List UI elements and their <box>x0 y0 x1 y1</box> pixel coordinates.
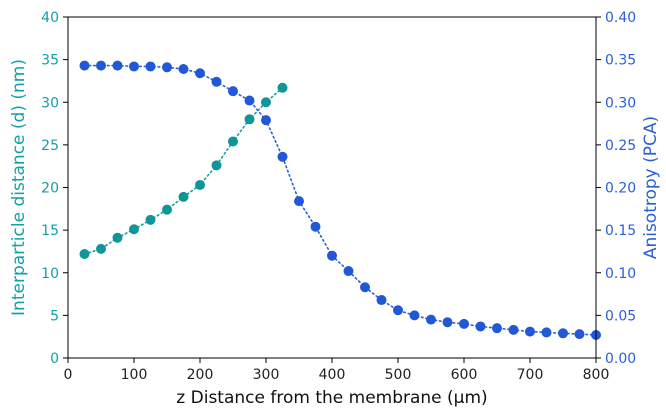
y-left-tick-label: 5 <box>50 308 59 324</box>
anisotropy-point <box>261 115 271 126</box>
y-right-tick-label: 0.15 <box>605 223 636 239</box>
anisotropy-point <box>79 60 90 71</box>
series-right-line <box>83 64 597 336</box>
anisotropy-point <box>327 250 337 261</box>
y-right-tick-label: 0.10 <box>605 266 636 282</box>
y-left-axis-label: Interparticle distance (d) (nm) <box>9 59 29 316</box>
y-right-tick-label: 0.00 <box>605 351 636 367</box>
x-tick-label: 800 <box>583 367 610 383</box>
y-left-tick-label: 35 <box>41 53 59 69</box>
anisotropy-point <box>459 318 469 329</box>
anisotropy-line <box>83 64 597 336</box>
anisotropy-point <box>178 64 189 75</box>
y-right-axis-label: Anisotropy (PCA) <box>641 116 661 259</box>
x-tick-label: 500 <box>385 367 412 383</box>
interparticle-distance-point <box>79 248 90 259</box>
y-left-tick-label: 0 <box>50 351 59 367</box>
anisotropy-point <box>343 266 354 277</box>
anisotropy-point <box>393 305 403 316</box>
y-right-tick-label: 0.25 <box>605 138 636 154</box>
y-left-tick-label: 15 <box>41 223 59 239</box>
interparticle-distance-point <box>277 82 288 93</box>
y-right-tick-label: 0.35 <box>605 53 636 69</box>
x-axis-ticks: 0 100 200 300 400 500 600 700 800 <box>64 358 610 383</box>
anisotropy-point <box>294 196 304 207</box>
anisotropy-point <box>541 327 552 338</box>
x-tick-label: 0 <box>64 367 73 383</box>
anisotropy-point <box>558 328 568 339</box>
anisotropy-point <box>211 76 222 87</box>
interparticle-distance-point <box>96 243 106 254</box>
interparticle-distance-point <box>112 232 123 243</box>
series-left-line <box>83 87 284 255</box>
x-tick-label: 700 <box>517 367 544 383</box>
anisotropy-point <box>244 95 255 106</box>
y-right-axis-ticks: 0.00 0.05 0.10 0.15 0.20 0.25 0.30 0.35 0.40 <box>596 10 636 367</box>
interparticle-distance-point <box>145 214 156 225</box>
x-tick-label: 600 <box>451 367 478 383</box>
y-left-tick-label: 40 <box>41 10 59 26</box>
anisotropy-point <box>442 317 453 328</box>
interparticle-distance-point <box>195 179 205 190</box>
anisotropy-point <box>96 60 106 71</box>
series-right-points <box>79 60 601 340</box>
anisotropy-point <box>492 323 502 334</box>
anisotropy-point <box>195 68 205 79</box>
interparticle-distance-point <box>261 97 271 108</box>
anisotropy-point <box>426 314 436 325</box>
x-axis-label: z Distance from the membrane (μm) <box>176 388 487 408</box>
y-right-tick-label: 0.20 <box>605 181 636 197</box>
anisotropy-point <box>508 324 519 335</box>
y-right-tick-label: 0.30 <box>605 95 636 111</box>
y-left-axis-ticks: 0 5 10 15 20 25 30 35 40 <box>41 10 68 367</box>
y-left-tick-label: 30 <box>41 95 59 111</box>
interparticle-distance-point <box>178 191 189 202</box>
anisotropy-point <box>162 62 172 73</box>
anisotropy-point <box>475 321 486 332</box>
anisotropy-point <box>310 221 321 232</box>
anisotropy-point <box>112 60 123 71</box>
y-left-tick-label: 10 <box>41 266 59 282</box>
anisotropy-point <box>129 61 139 72</box>
y-left-tick-label: 25 <box>41 138 59 154</box>
series-left-points <box>79 82 288 259</box>
anisotropy-point <box>574 329 585 340</box>
anisotropy-point <box>360 282 370 293</box>
interparticle-distance-point <box>129 224 139 235</box>
interparticle-distance-line <box>83 87 284 255</box>
anisotropy-point <box>277 151 288 162</box>
anisotropy-point <box>145 61 156 72</box>
y-right-tick-label: 0.05 <box>605 308 636 324</box>
interparticle-distance-point <box>162 204 172 215</box>
anisotropy-point <box>409 310 420 321</box>
interparticle-distance-point <box>244 114 255 125</box>
x-tick-label: 100 <box>121 367 148 383</box>
y-right-tick-label: 0.40 <box>605 10 636 26</box>
y-left-tick-label: 20 <box>41 181 59 197</box>
interparticle-distance-point <box>211 160 222 171</box>
x-tick-label: 400 <box>319 367 346 383</box>
x-tick-label: 300 <box>253 367 280 383</box>
anisotropy-point <box>376 295 387 306</box>
anisotropy-point <box>525 326 535 337</box>
x-tick-label: 200 <box>187 367 214 383</box>
interparticle-distance-point <box>228 136 238 147</box>
anisotropy-point <box>228 86 238 97</box>
